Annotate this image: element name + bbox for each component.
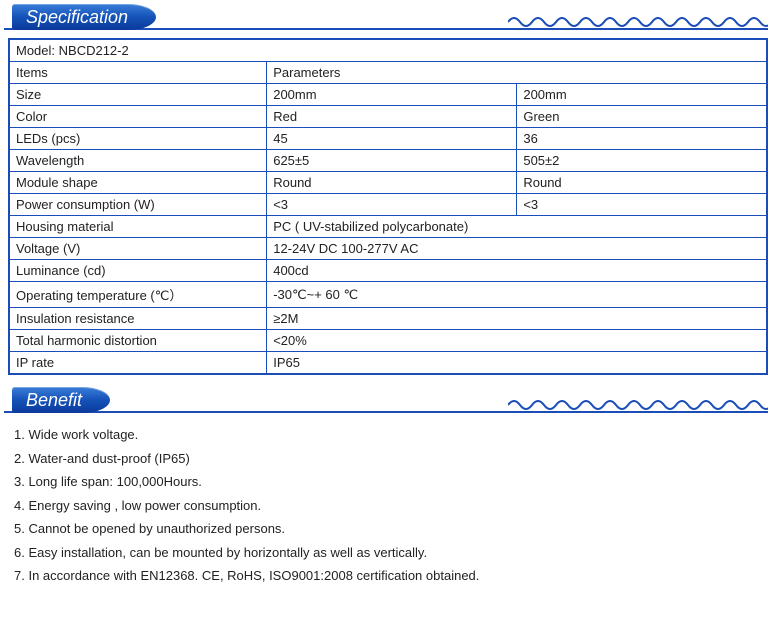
spec-value: -30℃~+ 60 ℃ xyxy=(267,282,767,308)
table-row: Operating temperature (℃）-30℃~+ 60 ℃ xyxy=(9,282,767,308)
spec-value: IP65 xyxy=(267,352,767,375)
spec-label: LEDs (pcs) xyxy=(9,128,267,150)
list-item: 4. Energy saving , low power consumption… xyxy=(14,494,762,518)
spec-value: <3 xyxy=(267,194,517,216)
table-row: Total harmonic distortion<20% xyxy=(9,330,767,352)
spec-label: Housing material xyxy=(9,216,267,238)
specification-table: Model: NBCD212-2 Items Parameters Size20… xyxy=(8,38,768,375)
spec-value: 200mm xyxy=(517,84,767,106)
spec-label: Color xyxy=(9,106,267,128)
spec-label: Total harmonic distortion xyxy=(9,330,267,352)
table-row: Voltage (V)12-24V DC 100-277V AC xyxy=(9,238,767,260)
benefits-list: 1. Wide work voltage.2. Water-and dust-p… xyxy=(4,419,772,592)
table-row: Size200mm200mm xyxy=(9,84,767,106)
spec-label: Operating temperature (℃） xyxy=(9,282,267,308)
spec-value: 36 xyxy=(517,128,767,150)
spec-value: Red xyxy=(267,106,517,128)
table-row: Insulation resistance≥2M xyxy=(9,308,767,330)
spec-value: Round xyxy=(267,172,517,194)
table-row: Housing materialPC ( UV-stabilized polyc… xyxy=(9,216,767,238)
table-row: Model: NBCD212-2 xyxy=(9,39,767,62)
spec-value: ≥2M xyxy=(267,308,767,330)
spec-value: 505±2 xyxy=(517,150,767,172)
spec-label: Voltage (V) xyxy=(9,238,267,260)
spec-value: <3 xyxy=(517,194,767,216)
spec-value: Round xyxy=(517,172,767,194)
spec-value: PC ( UV-stabilized polycarbonate) xyxy=(267,216,767,238)
table-row: IP rateIP65 xyxy=(9,352,767,375)
header-items: Items xyxy=(9,62,267,84)
spec-value: <20% xyxy=(267,330,767,352)
list-item: 2. Water-and dust-proof (IP65) xyxy=(14,447,762,471)
table-row: Power consumption (W)<3<3 xyxy=(9,194,767,216)
list-item: 5. Cannot be opened by unauthorized pers… xyxy=(14,517,762,541)
model-cell: Model: NBCD212-2 xyxy=(9,39,767,62)
table-row: Wavelength625±5505±2 xyxy=(9,150,767,172)
spec-label: IP rate xyxy=(9,352,267,375)
spec-value: 400cd xyxy=(267,260,767,282)
list-item: 6. Easy installation, can be mounted by … xyxy=(14,541,762,565)
spec-value: 45 xyxy=(267,128,517,150)
spec-value: 200mm xyxy=(267,84,517,106)
table-row: Items Parameters xyxy=(9,62,767,84)
spec-label: Power consumption (W) xyxy=(9,194,267,216)
table-row: Luminance (cd)400cd xyxy=(9,260,767,282)
table-row: Module shapeRoundRound xyxy=(9,172,767,194)
header-pill-spec: Specification xyxy=(12,4,156,30)
spec-label: Wavelength xyxy=(9,150,267,172)
section-title: Specification xyxy=(26,7,128,28)
spec-value: 12-24V DC 100-277V AC xyxy=(267,238,767,260)
table-row: ColorRedGreen xyxy=(9,106,767,128)
header-decoration xyxy=(508,12,768,34)
header-params: Parameters xyxy=(267,62,767,84)
section-title: Benefit xyxy=(26,390,82,411)
spec-value: 625±5 xyxy=(267,150,517,172)
spec-value: Green xyxy=(517,106,767,128)
table-row: LEDs (pcs)4536 xyxy=(9,128,767,150)
header-pill-benefit: Benefit xyxy=(12,387,110,413)
header-decoration xyxy=(508,395,768,417)
list-item: 7. In accordance with EN12368. CE, RoHS,… xyxy=(14,564,762,588)
spec-label: Insulation resistance xyxy=(9,308,267,330)
spec-label: Module shape xyxy=(9,172,267,194)
list-item: 1. Wide work voltage. xyxy=(14,423,762,447)
spec-label: Luminance (cd) xyxy=(9,260,267,282)
section-header-benefit: Benefit xyxy=(4,387,772,417)
list-item: 3. Long life span: 100,000Hours. xyxy=(14,470,762,494)
spec-label: Size xyxy=(9,84,267,106)
section-header-spec: Specification xyxy=(4,4,772,34)
